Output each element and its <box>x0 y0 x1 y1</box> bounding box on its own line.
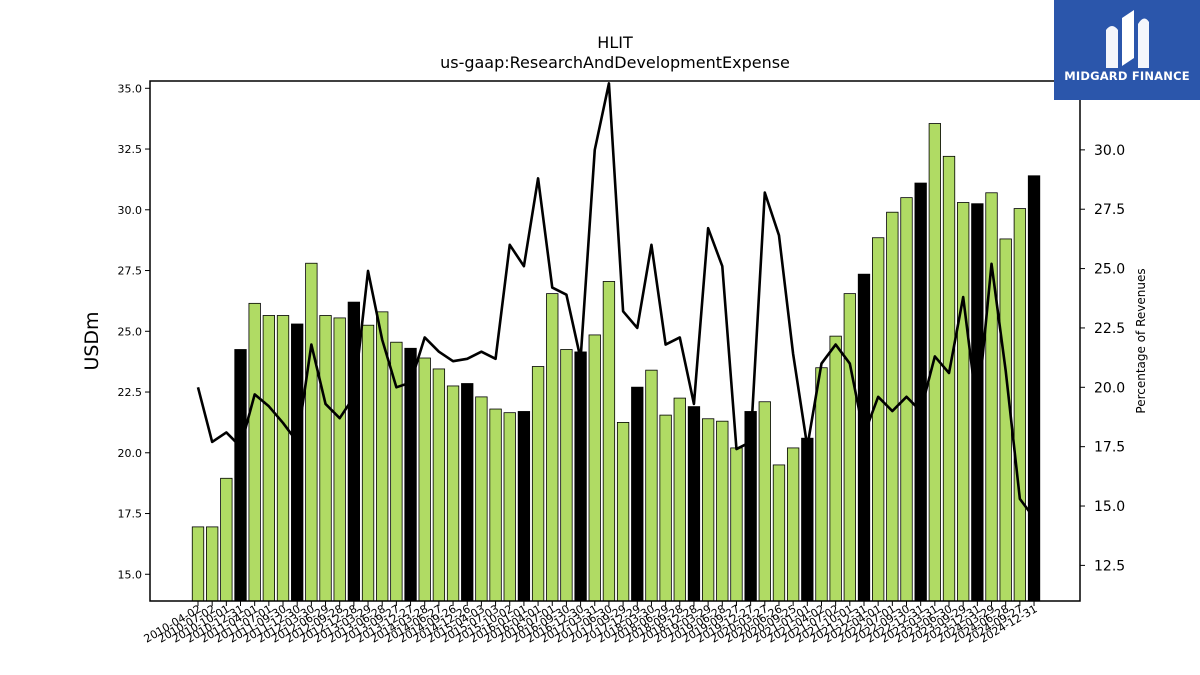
y-tick-label: 32.5 <box>118 143 143 156</box>
bar-quarter <box>730 447 743 602</box>
logo-text: MIDGARD FINANCE <box>1064 69 1190 83</box>
bar-quarter <box>957 202 970 602</box>
bar-quarter <box>262 315 276 602</box>
line-series <box>196 82 1036 519</box>
y-tick-label: 27.5 <box>118 265 143 278</box>
y2-tick-label: 27.5 <box>1094 202 1125 218</box>
y-axis-right: 12.515.017.520.022.525.027.530.032.5 <box>1080 83 1125 574</box>
bar-quarter <box>1013 208 1027 602</box>
bar-quarter <box>602 281 616 602</box>
revenue-percentage-line <box>196 82 1036 519</box>
y2-tick-label: 25.0 <box>1094 262 1125 278</box>
bar-quarter <box>333 317 346 602</box>
bar-annual <box>347 301 361 602</box>
y2-tick-label: 20.0 <box>1094 380 1125 396</box>
y-axis-left: 15.0 17.5 20.0 22.5 25.0 27.5 30.0 32.5 35.0 <box>118 82 150 581</box>
bar-quarter <box>191 526 205 602</box>
bar-quarter <box>546 293 559 602</box>
bar-quarter <box>772 464 786 602</box>
bar-annual <box>857 273 871 602</box>
bar-annual <box>631 386 644 602</box>
bar-quarter <box>829 335 842 602</box>
bar-quarter <box>815 367 828 602</box>
midgard-logo-icon <box>1106 10 1149 69</box>
y2-tick-label: 22.5 <box>1094 321 1125 337</box>
bar-annual <box>1027 175 1041 602</box>
bar-annual <box>461 383 474 602</box>
bar-quarter <box>390 341 403 602</box>
bar-quarter <box>432 368 446 602</box>
y-tick-label: 22.5 <box>118 386 143 399</box>
bar-quarter <box>489 408 502 602</box>
y2-tick-label: 12.5 <box>1094 558 1125 574</box>
bar-quarter <box>716 420 729 602</box>
y-tick-label: 15.0 <box>118 568 143 581</box>
bar-quarter <box>248 302 261 602</box>
bar-quarter <box>206 526 219 602</box>
bar-quarter <box>276 315 290 602</box>
bar-quarter <box>560 349 573 602</box>
bar-quarter <box>305 262 318 602</box>
bar-quarter <box>418 357 431 602</box>
y-tick-label: 17.5 <box>118 508 143 521</box>
y-axis-label: USDm <box>81 311 103 370</box>
bar-quarter <box>531 366 545 602</box>
y-tick-label: 20.0 <box>118 447 143 460</box>
plot-area-frame <box>149 80 1081 602</box>
bar-annual <box>291 323 304 602</box>
y2-tick-label: 15.0 <box>1094 499 1125 515</box>
y2-axis-label: Percentage of Revenues <box>1134 268 1148 413</box>
bar-quarter <box>673 397 686 602</box>
brand-logo: MIDGARD FINANCE <box>1054 0 1200 100</box>
bar-quarter <box>843 293 856 602</box>
y-tick-label: 35.0 <box>118 82 143 95</box>
bar-quarter <box>503 412 516 602</box>
y2-tick-label: 30.0 <box>1094 143 1125 159</box>
bar-quarter <box>872 237 885 602</box>
bar-quarter <box>588 334 601 602</box>
bar-annual <box>574 351 587 602</box>
bar-quarter <box>645 369 658 602</box>
bar-quarter <box>659 414 672 602</box>
bar-quarter <box>475 396 488 602</box>
bar-quarter <box>361 324 375 602</box>
y-tick-label: 30.0 <box>118 204 143 217</box>
bar-annual <box>404 347 417 602</box>
bar-quarter <box>701 418 715 602</box>
bar-quarter <box>999 238 1012 602</box>
bar-quarter <box>786 447 800 602</box>
bar-quarter <box>985 192 998 602</box>
y-tick-label: 25.0 <box>118 325 143 338</box>
bar-annual <box>517 411 531 602</box>
y2-tick-label: 17.5 <box>1094 440 1125 456</box>
bar-quarter <box>319 315 332 602</box>
bar-quarter <box>616 421 630 602</box>
bar-quarter <box>942 155 956 602</box>
bar-annual <box>687 406 701 602</box>
bar-quarter <box>446 385 460 602</box>
chart-subtitle: us-gaap:ResearchAndDevelopmentExpense <box>440 53 790 72</box>
bar-quarter <box>758 401 771 602</box>
bar-annual <box>234 349 247 602</box>
x-axis: 2010-04-022010-07-022010-10-012010-12-31… <box>142 601 1040 646</box>
bar-quarter <box>220 477 233 602</box>
chart-title: HLIT <box>597 33 633 52</box>
bar-annual <box>801 437 814 602</box>
